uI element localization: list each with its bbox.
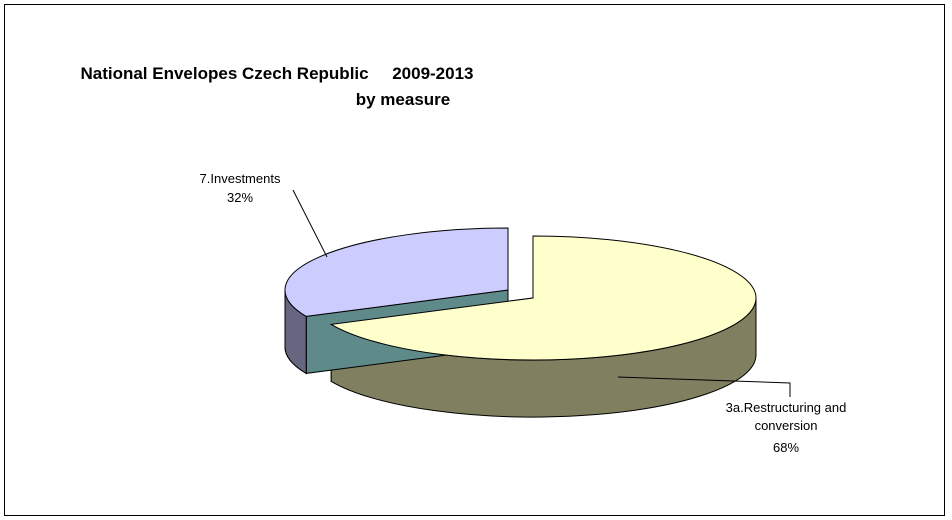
slice-top-0	[329, 235, 757, 361]
slice-category-label: 3a.Restructuring and	[726, 400, 847, 415]
slice-label-restructuring: 3a.Restructuring and conversion 68%	[726, 400, 847, 455]
slice-label-investments: 7.Investments 32%	[200, 171, 281, 205]
pie-chart: National Envelopes Czech Republic 2009-2…	[80, 64, 847, 455]
chart-title-line-1: National Envelopes Czech Republic 2009-2…	[80, 64, 473, 83]
slice-category-label: 7.Investments	[200, 171, 281, 186]
leader-line-restructuring	[617, 376, 791, 397]
leader-lines	[292, 189, 791, 397]
pie-slices	[284, 227, 757, 418]
slice-value-label: 68%	[773, 440, 799, 455]
slice-top-1	[284, 227, 509, 317]
leader-line-investments	[292, 189, 328, 258]
slice-value-label: 32%	[227, 190, 253, 205]
chart-title-line-2: by measure	[356, 90, 451, 109]
chart-frame: National Envelopes Czech Republic 2009-2…	[4, 4, 945, 516]
slice-category-label-line-2: conversion	[755, 418, 818, 433]
